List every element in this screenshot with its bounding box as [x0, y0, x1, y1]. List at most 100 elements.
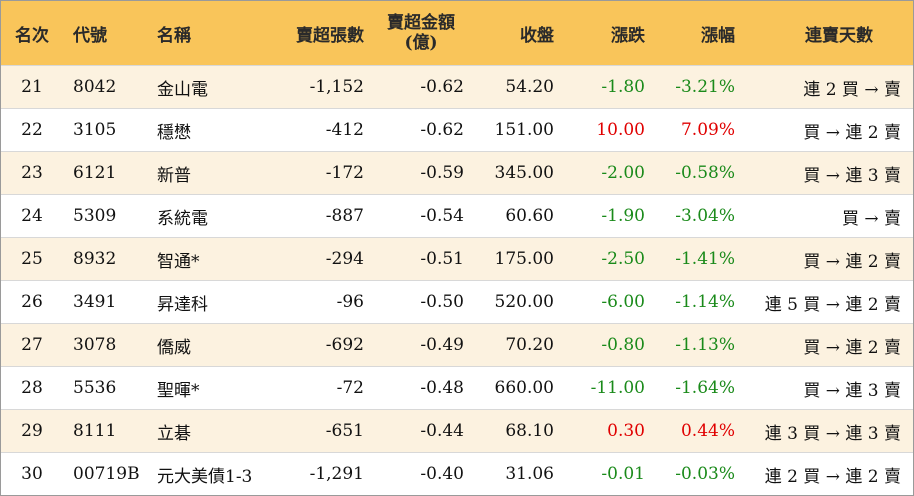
- cell-streak: 買 → 賣: [841, 208, 901, 229]
- cell-streak: 買 → 連 2 賣: [803, 251, 901, 272]
- table-row: 21 8042 金山電 -1,152 -0.62 54.20 -1.80 -3.21% 連 2 …: [1, 65, 913, 108]
- cell-name: 智通*: [157, 251, 200, 272]
- cell-pct-change: -0.03%: [675, 464, 735, 484]
- cell-sell-amount: -0.48: [420, 378, 464, 398]
- cell-rank: 29: [21, 421, 43, 441]
- cell-sell-amount: -0.51: [420, 249, 464, 269]
- cell-streak: 連 3 買 → 連 3 賣: [764, 423, 901, 444]
- cell-sell-volume: -1,291: [309, 464, 364, 484]
- cell-rank: 27: [21, 335, 43, 355]
- cell-rank: 28: [21, 378, 43, 398]
- cell-close: 345.00: [494, 163, 554, 183]
- cell-pct-change: -1.14%: [675, 292, 735, 312]
- cell-change: -6.00: [601, 292, 645, 312]
- cell-rank: 24: [21, 206, 43, 226]
- table-row: 23 6121 新普 -172 -0.59 345.00 -2.00 -0.58% 買 → 連 …: [1, 151, 913, 194]
- cell-sell-volume: -1,152: [309, 77, 364, 97]
- cell-streak: 買 → 連 3 賣: [803, 380, 901, 401]
- cell-rank: 23: [21, 163, 43, 183]
- cell-change: -0.01: [601, 464, 645, 484]
- cell-pct-change: -1.41%: [675, 249, 735, 269]
- table-row: 29 8111 立碁 -651 -0.44 68.10 0.30 0.44% 連 3 買 → 連…: [1, 409, 913, 452]
- cell-close: 54.20: [505, 77, 554, 97]
- cell-name: 穩懋: [157, 122, 191, 143]
- cell-code: 5309: [73, 206, 117, 226]
- header-rank: 名次: [15, 25, 49, 46]
- header-sell-volume: 賣超張數: [296, 25, 364, 46]
- cell-sell-volume: -651: [325, 421, 364, 441]
- cell-close: 520.00: [494, 292, 554, 312]
- cell-rank: 25: [21, 249, 43, 269]
- header-close: 收盤: [520, 25, 554, 46]
- cell-change: -0.80: [601, 335, 645, 355]
- header-pct-change: 漲幅: [701, 25, 735, 46]
- cell-sell-amount: -0.54: [420, 206, 464, 226]
- cell-pct-change: 0.44%: [680, 421, 735, 441]
- cell-sell-amount: -0.40: [420, 464, 464, 484]
- table-row: 26 3491 昇達科 -96 -0.50 520.00 -6.00 -1.14% 連 5 買 …: [1, 280, 913, 323]
- cell-name: 系統電: [157, 208, 208, 229]
- cell-pct-change: -1.13%: [675, 335, 735, 355]
- cell-name: 金山電: [157, 79, 208, 100]
- header-sell-amount-line2: (億): [404, 33, 438, 53]
- cell-streak: 買 → 連 3 賣: [803, 165, 901, 186]
- cell-name: 昇達科: [157, 294, 208, 315]
- cell-close: 68.10: [505, 421, 554, 441]
- table-row: 24 5309 系統電 -887 -0.54 60.60 -1.90 -3.04% 買 → 賣: [1, 194, 913, 237]
- cell-close: 151.00: [494, 120, 554, 140]
- header-name: 名稱: [157, 25, 191, 46]
- cell-change: -2.50: [601, 249, 645, 269]
- cell-sell-amount: -0.62: [420, 120, 464, 140]
- cell-code: 5536: [73, 378, 117, 398]
- cell-pct-change: -3.04%: [675, 206, 735, 226]
- table-row: 25 8932 智通* -294 -0.51 175.00 -2.50 -1.41% 買 → 連…: [1, 237, 913, 280]
- table-row: 28 5536 聖暉* -72 -0.48 660.00 -11.00 -1.64% 買 → 連…: [1, 366, 913, 409]
- cell-streak: 買 → 連 2 賣: [803, 337, 901, 358]
- cell-code: 8932: [73, 249, 117, 269]
- cell-change: -2.00: [601, 163, 645, 183]
- header-code: 代號: [73, 25, 107, 46]
- cell-name: 聖暉*: [157, 380, 200, 401]
- cell-code: 8042: [73, 77, 117, 97]
- cell-sell-volume: -412: [325, 120, 364, 140]
- cell-sell-amount: -0.62: [420, 77, 464, 97]
- cell-code: 3078: [73, 335, 117, 355]
- cell-sell-amount: -0.59: [420, 163, 464, 183]
- cell-sell-volume: -72: [336, 378, 364, 398]
- cell-change: -1.80: [601, 77, 645, 97]
- cell-sell-volume: -172: [325, 163, 364, 183]
- cell-sell-amount: -0.49: [420, 335, 464, 355]
- cell-close: 60.60: [505, 206, 554, 226]
- cell-pct-change: 7.09%: [680, 120, 735, 140]
- table-row: 30 00719B 元大美債1-3 -1,291 -0.40 31.06 -0.01 -0.0…: [1, 452, 913, 495]
- cell-rank: 30: [21, 464, 43, 484]
- header-streak: 連賣天數: [805, 25, 873, 46]
- cell-rank: 21: [21, 77, 43, 97]
- cell-close: 660.00: [494, 378, 554, 398]
- cell-streak: 買 → 連 2 賣: [803, 122, 901, 143]
- cell-name: 元大美債1-3: [157, 466, 253, 487]
- cell-close: 175.00: [494, 249, 554, 269]
- cell-sell-amount: -0.44: [420, 421, 464, 441]
- table-row: 27 3078 僑威 -692 -0.49 70.20 -0.80 -1.13% 買 → 連 2…: [1, 323, 913, 366]
- cell-change: 0.30: [607, 421, 645, 441]
- cell-sell-volume: -294: [325, 249, 364, 269]
- cell-rank: 26: [21, 292, 43, 312]
- cell-change: -1.90: [601, 206, 645, 226]
- cell-code: 3491: [73, 292, 117, 312]
- cell-pct-change: -1.64%: [675, 378, 735, 398]
- cell-change: -11.00: [590, 378, 645, 398]
- cell-rank: 22: [21, 120, 43, 140]
- cell-close: 31.06: [505, 464, 554, 484]
- cell-code: 00719B: [73, 464, 140, 484]
- cell-code: 3105: [73, 120, 117, 140]
- table-header: 名次 代號 名稱 賣超張數 賣超金額 (億) 收盤 漲跌 漲幅 連賣天數: [1, 1, 913, 65]
- cell-sell-amount: -0.50: [420, 292, 464, 312]
- cell-change: 10.00: [596, 120, 645, 140]
- cell-sell-volume: -96: [336, 292, 364, 312]
- cell-streak: 連 2 買 → 連 2 賣: [764, 466, 901, 487]
- cell-code: 8111: [73, 421, 117, 441]
- cell-name: 立碁: [157, 423, 191, 444]
- cell-sell-volume: -692: [325, 335, 364, 355]
